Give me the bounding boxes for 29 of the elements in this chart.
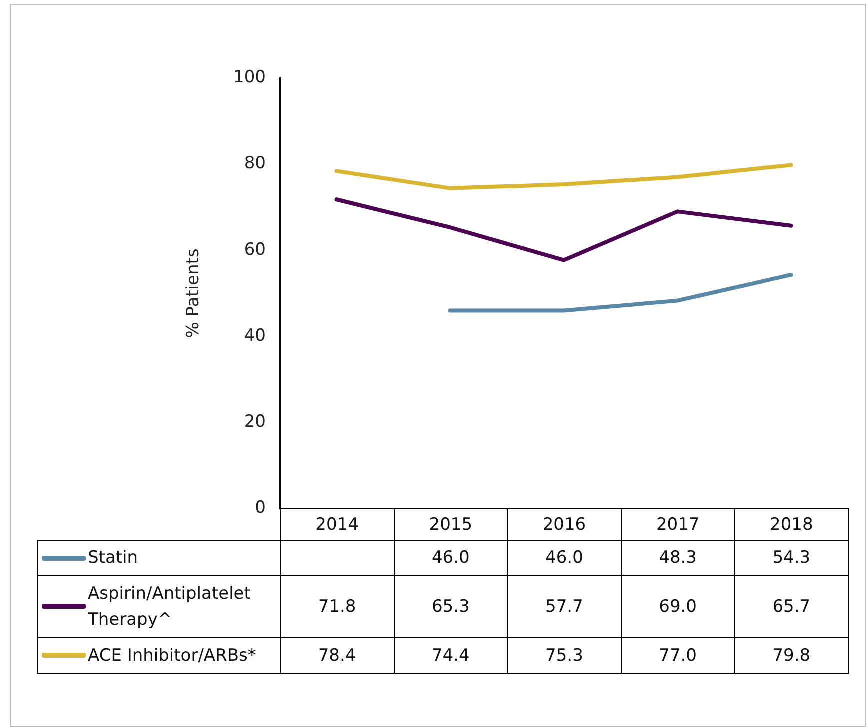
data-label: 71.8: [280, 576, 394, 638]
x-tick-label: 2015: [394, 508, 508, 540]
y-tick-label: 0: [255, 498, 266, 518]
data-label: 65.7: [734, 576, 848, 638]
data-label: 75.3: [508, 638, 622, 674]
x-tick-label: 2016: [508, 508, 622, 540]
y-tick-label: 60: [244, 240, 266, 260]
data-label: 54.3: [734, 540, 848, 576]
data-label: 65.3: [394, 576, 508, 638]
x-tick-label: 2017: [621, 508, 735, 540]
y-tick-label: 100: [234, 68, 266, 88]
x-tick-label: 2018: [734, 508, 848, 540]
data-label: 46.0: [508, 540, 622, 576]
data-label: 46.0: [394, 540, 508, 576]
legend-label: ACE Inhibitor/ARBs*: [88, 644, 258, 668]
data-label: 77.0: [621, 638, 735, 674]
legend-label: Statin: [88, 547, 140, 570]
data-label: 74.4: [394, 638, 508, 674]
data-label: 57.7: [508, 576, 622, 638]
y-axis-title: % Patients: [184, 248, 204, 338]
x-tick-label: 2014: [280, 508, 394, 540]
data-label: 48.3: [621, 540, 735, 576]
data-label: 78.4: [280, 638, 394, 674]
data-label: 79.8: [734, 638, 848, 674]
data-label: 69.0: [621, 576, 735, 638]
y-tick-label: 40: [244, 326, 266, 346]
legend-label: Aspirin/Antiplatelet Therapy^: [88, 582, 252, 632]
y-tick-label: 20: [244, 412, 266, 432]
y-tick-label: 80: [244, 154, 266, 174]
